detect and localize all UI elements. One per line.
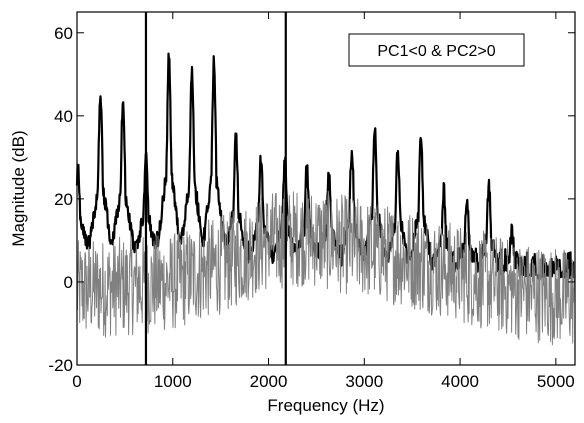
y-tick-label: -20	[48, 356, 73, 375]
y-tick-label: 40	[54, 107, 73, 126]
y-tick-label: 20	[54, 190, 73, 209]
series-line-gray	[76, 188, 576, 346]
x-tick-label: 5000	[537, 372, 575, 391]
y-tick-label: 0	[64, 273, 73, 292]
y-tick-labels: -20 0 20 40 60	[48, 24, 73, 375]
x-tick-label: 4000	[441, 372, 479, 391]
x-axis-title: Frequency (Hz)	[267, 396, 384, 415]
annotation-frame	[348, 33, 525, 67]
x-tick-label: 1000	[154, 372, 192, 391]
y-tick-label: 60	[54, 24, 73, 43]
x-tick-label: 2000	[250, 372, 288, 391]
axis-ticks	[76, 12, 575, 366]
y-axis-title: Magnitude (dB)	[9, 130, 28, 246]
plot-series	[75, 52, 576, 346]
annotation-box: PC1<0 & PC2>0	[348, 33, 525, 67]
plot-area-frame	[76, 11, 576, 366]
x-tick-labels: 0 1000 2000 3000 4000 5000	[72, 372, 574, 391]
vertical-markers	[144, 12, 287, 365]
annotation-text: PC1<0 & PC2>0	[377, 43, 495, 60]
series-line-black	[75, 52, 576, 280]
x-tick-label: 0	[72, 372, 81, 391]
x-tick-label: 3000	[345, 372, 383, 391]
